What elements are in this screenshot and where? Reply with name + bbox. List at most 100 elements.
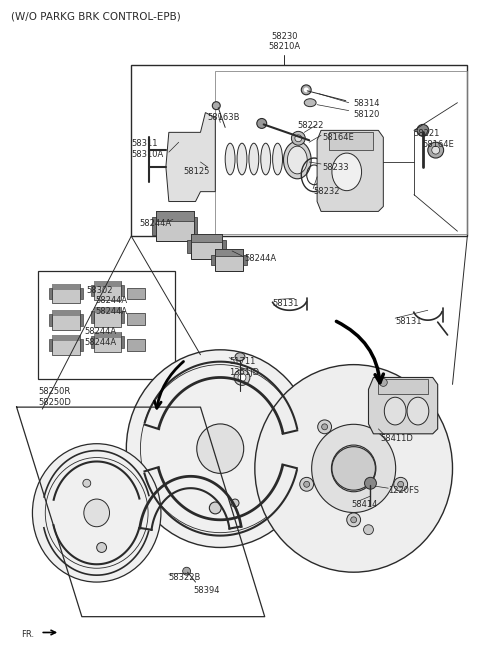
Text: (W/O PARKG BRK CONTROL-EPB): (W/O PARKG BRK CONTROL-EPB) bbox=[11, 12, 180, 22]
Ellipse shape bbox=[312, 424, 396, 513]
Ellipse shape bbox=[407, 397, 429, 425]
Circle shape bbox=[417, 124, 429, 136]
Text: 58222: 58222 bbox=[297, 122, 324, 130]
Bar bbox=[127, 313, 145, 325]
Text: 58120: 58120 bbox=[354, 110, 380, 118]
Text: 58414: 58414 bbox=[352, 500, 378, 509]
Bar bbox=[211, 255, 216, 265]
Ellipse shape bbox=[33, 444, 161, 582]
Text: 58244A: 58244A bbox=[139, 219, 171, 228]
Ellipse shape bbox=[384, 397, 406, 425]
Bar bbox=[152, 217, 156, 235]
Ellipse shape bbox=[84, 499, 109, 527]
Ellipse shape bbox=[126, 350, 314, 547]
Bar bbox=[222, 240, 226, 253]
Bar bbox=[38, 271, 175, 380]
Text: 58244A: 58244A bbox=[96, 307, 128, 317]
Circle shape bbox=[379, 378, 387, 386]
Circle shape bbox=[300, 477, 313, 491]
Bar bbox=[127, 339, 145, 350]
Ellipse shape bbox=[331, 445, 376, 491]
Circle shape bbox=[322, 424, 327, 430]
Circle shape bbox=[376, 420, 390, 434]
Text: 58164E: 58164E bbox=[423, 140, 455, 149]
Bar bbox=[243, 255, 247, 265]
Polygon shape bbox=[52, 311, 80, 316]
Ellipse shape bbox=[428, 142, 444, 158]
Bar bbox=[49, 287, 52, 299]
Text: 58131: 58131 bbox=[273, 299, 299, 309]
Circle shape bbox=[380, 424, 386, 430]
Text: 58244A: 58244A bbox=[96, 297, 128, 305]
Text: 1351JD: 1351JD bbox=[229, 368, 259, 376]
Bar bbox=[80, 339, 83, 350]
Text: 58232: 58232 bbox=[313, 187, 340, 196]
Polygon shape bbox=[94, 307, 121, 327]
Text: 58163B: 58163B bbox=[207, 112, 240, 122]
Circle shape bbox=[257, 118, 267, 128]
Ellipse shape bbox=[231, 499, 239, 507]
Polygon shape bbox=[94, 281, 121, 287]
Ellipse shape bbox=[209, 502, 221, 514]
Polygon shape bbox=[216, 249, 243, 271]
Circle shape bbox=[394, 477, 408, 491]
Bar bbox=[131, 65, 468, 236]
Ellipse shape bbox=[291, 132, 305, 145]
Bar bbox=[121, 285, 124, 297]
Bar bbox=[121, 336, 124, 348]
Text: 58394: 58394 bbox=[193, 586, 220, 595]
Polygon shape bbox=[166, 112, 216, 201]
Text: 58311
58310A: 58311 58310A bbox=[131, 139, 164, 159]
Text: 58250R
58250D: 58250R 58250D bbox=[38, 387, 71, 407]
Ellipse shape bbox=[273, 143, 283, 175]
Circle shape bbox=[398, 481, 404, 487]
Bar bbox=[127, 287, 145, 299]
Ellipse shape bbox=[235, 352, 245, 360]
Polygon shape bbox=[52, 311, 80, 330]
Bar bbox=[49, 339, 52, 350]
Circle shape bbox=[347, 513, 360, 527]
Polygon shape bbox=[94, 332, 121, 338]
Polygon shape bbox=[52, 283, 80, 303]
Polygon shape bbox=[216, 249, 243, 256]
Ellipse shape bbox=[304, 98, 316, 106]
Circle shape bbox=[318, 420, 332, 434]
Text: 1220FS: 1220FS bbox=[388, 486, 419, 495]
Circle shape bbox=[301, 85, 311, 95]
Text: 58230
58210A: 58230 58210A bbox=[268, 31, 300, 51]
Text: FR.: FR. bbox=[22, 630, 35, 638]
Bar bbox=[329, 132, 373, 150]
Bar bbox=[378, 380, 428, 394]
Text: 58233: 58233 bbox=[322, 163, 348, 172]
Bar bbox=[80, 287, 83, 299]
Bar bbox=[91, 311, 94, 323]
Polygon shape bbox=[156, 211, 193, 221]
Polygon shape bbox=[94, 307, 121, 313]
Circle shape bbox=[351, 517, 357, 523]
Circle shape bbox=[304, 481, 310, 487]
Polygon shape bbox=[191, 234, 222, 259]
Circle shape bbox=[238, 374, 246, 382]
Ellipse shape bbox=[249, 143, 259, 175]
Text: 58302: 58302 bbox=[87, 285, 113, 295]
Bar bbox=[193, 217, 197, 235]
Polygon shape bbox=[94, 332, 121, 352]
Bar bbox=[49, 315, 52, 326]
Text: 58314: 58314 bbox=[354, 98, 380, 108]
Polygon shape bbox=[52, 335, 80, 341]
Text: 58244A: 58244A bbox=[85, 338, 117, 347]
Bar bbox=[121, 311, 124, 323]
Text: 58411D: 58411D bbox=[380, 434, 413, 443]
Circle shape bbox=[363, 525, 373, 535]
Bar bbox=[187, 240, 191, 253]
Ellipse shape bbox=[261, 143, 271, 175]
Text: 58244A: 58244A bbox=[244, 254, 276, 263]
Polygon shape bbox=[52, 335, 80, 354]
Ellipse shape bbox=[432, 146, 440, 154]
Text: 58131: 58131 bbox=[395, 317, 422, 326]
Polygon shape bbox=[52, 283, 80, 289]
Polygon shape bbox=[369, 378, 438, 434]
Circle shape bbox=[364, 477, 376, 489]
Text: 51711: 51711 bbox=[229, 356, 255, 366]
Ellipse shape bbox=[96, 543, 107, 553]
